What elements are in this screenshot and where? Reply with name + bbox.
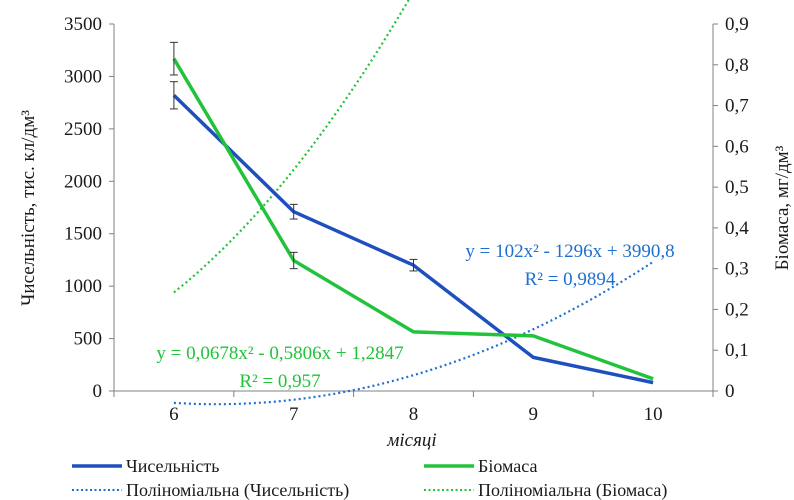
- series-line-biomass: [172, 57, 654, 381]
- y-right-tick-label: 0: [725, 381, 735, 402]
- y-left-tick-label: 2500: [64, 119, 102, 140]
- y-left-tick-label: 500: [74, 329, 103, 350]
- trendline-biomass: [173, 0, 410, 294]
- x-tick-label: 7: [289, 404, 299, 425]
- legend-label-trend-numbers: Поліноміальна (Чисельність): [126, 480, 349, 500]
- legend-label-numbers: Чисельність: [126, 456, 219, 476]
- x-tick-label: 6: [169, 404, 179, 425]
- legend-label-trend-biomass: Поліноміальна (Біомаса): [478, 480, 667, 500]
- y-right-tick-label: 0,6: [725, 136, 749, 157]
- y-left-tick-label: 2000: [64, 171, 102, 192]
- axes: [109, 23, 718, 397]
- y-axis-title-right: Біомаса, мг/дм³: [772, 145, 793, 270]
- legend-label-biomass: Біомаса: [478, 456, 537, 476]
- y-right-tick-label: 0,9: [725, 14, 749, 35]
- tick-labels: 0 500 1000 1500 2000 2500 3000 3500 0 0,1 0,2 0,3 0,…: [64, 14, 749, 425]
- y-right-tick-label: 0,7: [725, 96, 749, 117]
- y-right-tick-label: 0,3: [725, 259, 749, 280]
- x-axis-title: місяці: [386, 430, 436, 451]
- y-axis-title-left: Чисельність, тис. кл/дм³: [18, 110, 39, 306]
- trend-equation-biomass: y = 0,0678x² - 0,5806x + 1,2847: [156, 343, 403, 364]
- y-right-tick-label: 0,4: [725, 218, 749, 239]
- trend-r2-biomass: R² = 0,957: [239, 371, 320, 392]
- y-right-tick-label: 0,8: [725, 55, 749, 76]
- y-left-tick-label: 1500: [64, 224, 102, 245]
- x-tick-label: 8: [409, 404, 419, 425]
- x-tick-label: 10: [644, 404, 663, 425]
- y-right-tick-label: 0,5: [725, 177, 749, 198]
- trendlines: [173, 0, 654, 406]
- y-left-tick-label: 3000: [64, 66, 102, 87]
- trendline-numbers: [173, 260, 654, 406]
- trend-r2-numbers: R² = 0,9894: [525, 269, 616, 290]
- data-series: [169, 41, 654, 385]
- y-right-tick-label: 0,1: [725, 340, 749, 361]
- legend: Чисельність Біомаса Поліноміальна (Чисел…: [72, 456, 667, 500]
- y-left-tick-label: 3500: [64, 14, 102, 35]
- trend-equation-numbers: y = 102x² - 1296x + 3990,8: [465, 241, 674, 262]
- y-left-tick-label: 1000: [64, 276, 102, 297]
- y-right-tick-label: 0,2: [725, 299, 749, 320]
- series-line-numbers: [172, 94, 654, 385]
- x-tick-label: 9: [529, 404, 539, 425]
- y-left-tick-label: 0: [93, 381, 103, 402]
